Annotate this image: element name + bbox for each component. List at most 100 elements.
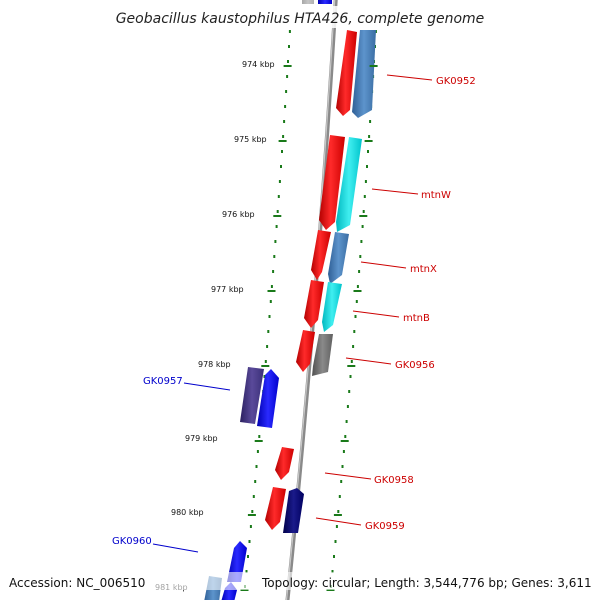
gene-mtnw-partner[interactable] (336, 137, 362, 232)
gene-gk0957-partner[interactable] (257, 369, 279, 428)
tick-dot (286, 75, 289, 78)
kbp-978: 978 kbp (198, 360, 231, 369)
tick-dot (269, 300, 272, 303)
label-gk0956[interactable]: GK0956 (395, 360, 435, 371)
tick-dot (275, 225, 278, 228)
kbp-975: 975 kbp (234, 135, 267, 144)
tick-dot (367, 150, 369, 153)
tick-dot (353, 330, 356, 333)
map-title: Geobacillus kaustophilus HTA426, complet… (116, 11, 485, 27)
tick-dot (368, 135, 371, 138)
tick-dot (247, 555, 249, 558)
label-gk0960[interactable]: GK0960 (112, 536, 152, 547)
gene-top-gray (302, 0, 314, 4)
major-tick (364, 140, 373, 142)
tick-dot (251, 510, 254, 513)
leader-lines (152, 74, 433, 553)
major-tick (353, 290, 362, 292)
tick-dot (363, 195, 366, 198)
gene-mtnx-partner[interactable] (328, 232, 349, 284)
major-tick (254, 440, 263, 442)
tick-dot (266, 345, 269, 348)
major-tick (247, 514, 256, 516)
gene-mtnb-partner[interactable] (322, 282, 342, 332)
tick-dot (252, 495, 255, 498)
gene-top-blue (318, 0, 332, 4)
tick-dot (331, 570, 334, 573)
tick-dot (340, 480, 343, 483)
gene-gk0957[interactable] (240, 367, 264, 424)
tick-dot (264, 360, 267, 363)
major-tick (278, 140, 287, 142)
gene-gk0958[interactable] (275, 447, 294, 480)
gene-mtnb[interactable] (304, 280, 324, 328)
tick-dot (254, 480, 257, 483)
tick-dot (358, 270, 361, 273)
tick-dot (263, 375, 266, 378)
tick-dot (359, 255, 362, 258)
major-tick (359, 215, 368, 217)
tick-dot (288, 30, 291, 33)
gene-gk0952-reverse[interactable] (352, 30, 376, 118)
tick-dot (256, 450, 259, 453)
tick-dot (337, 510, 340, 513)
tick-dot (346, 405, 349, 408)
tick-dot (366, 165, 368, 168)
tick-dot (345, 420, 348, 423)
major-tick (261, 365, 270, 367)
label-mtnb[interactable]: mtnB (403, 313, 430, 324)
tick-dot (284, 105, 287, 108)
tick-dot (360, 240, 363, 243)
kbp-974: 974 kbp (242, 60, 275, 69)
gene-gk0959-partner[interactable] (283, 488, 304, 533)
tick-dot (283, 120, 286, 123)
tick-dot (280, 165, 282, 168)
gene-gk0952[interactable] (336, 30, 357, 116)
tick-dot (342, 450, 345, 453)
tick-dot (274, 240, 277, 243)
major-tick (267, 290, 276, 292)
tick-dot (281, 150, 283, 153)
tick-dot (369, 120, 372, 123)
tick-dot (335, 525, 338, 528)
label-gk0957[interactable]: GK0957 (143, 376, 183, 387)
gene-mtnw[interactable] (319, 135, 345, 230)
tick-dot (348, 390, 351, 393)
major-tick (369, 65, 378, 67)
gene-gk0956-partner[interactable] (312, 334, 333, 376)
tick-dot (355, 300, 358, 303)
label-gk0959[interactable]: GK0959 (365, 521, 405, 532)
label-gk0952[interactable]: GK0952 (436, 76, 476, 87)
label-mtnx[interactable]: mtnX (410, 264, 437, 275)
tick-dot (344, 435, 347, 438)
gene-gk0956[interactable] (296, 330, 315, 372)
title-backdrop (110, 6, 490, 28)
gene-gk0960[interactable] (227, 541, 247, 582)
major-tick (347, 365, 356, 367)
major-tick (283, 65, 292, 67)
gene-gk0959[interactable] (265, 487, 286, 530)
tick-dot (356, 285, 359, 288)
tick-dot (248, 540, 251, 543)
major-tick (340, 440, 349, 442)
tick-dot (249, 525, 252, 528)
tick-dot (267, 330, 270, 333)
label-gk0958[interactable]: GK0958 (374, 475, 414, 486)
tick-dot (362, 210, 365, 213)
tick-dot (255, 465, 258, 468)
tick-dot (276, 210, 279, 213)
tick-dot (287, 60, 289, 63)
kbp-979: 979 kbp (185, 434, 218, 443)
genome-summary: Topology: circular; Length: 3,544,776 bp… (261, 576, 592, 590)
gene-mtnx[interactable] (311, 230, 331, 280)
accession-label: Accession: NC_006510 (9, 576, 145, 590)
label-mtnw[interactable]: mtnW (421, 190, 451, 201)
tick-dot (272, 270, 275, 273)
kbp-axis: 974 kbp 975 kbp 976 kbp 977 kbp 978 kbp … (155, 60, 275, 592)
tick-dot (350, 360, 353, 363)
tick-dot (354, 315, 357, 318)
kbp-977: 977 kbp (211, 285, 244, 294)
major-tick (333, 514, 342, 516)
tick-dot (364, 180, 367, 183)
